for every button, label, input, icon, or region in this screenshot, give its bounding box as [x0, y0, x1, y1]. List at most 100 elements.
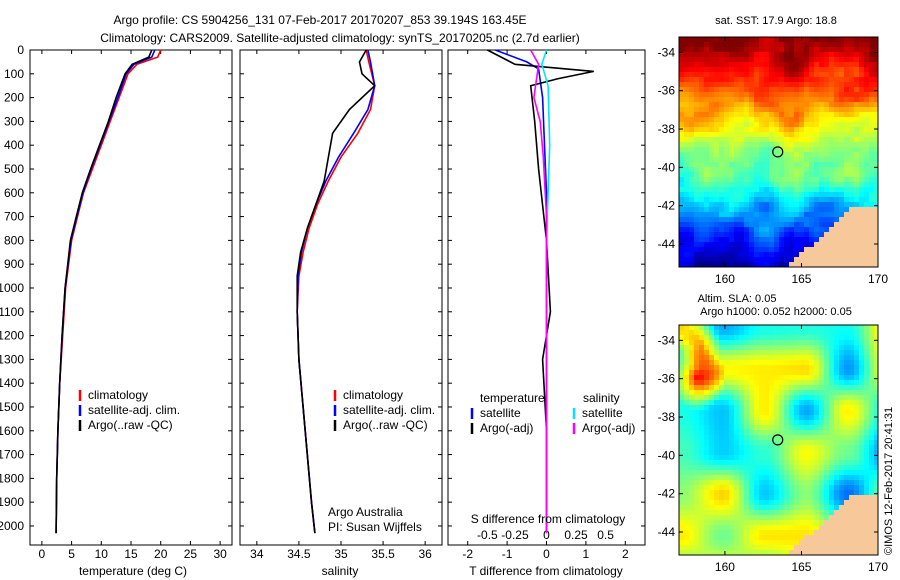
map-cell [839, 47, 844, 52]
map-cell [679, 500, 684, 505]
map-cell [784, 435, 789, 440]
map-cell [739, 227, 744, 232]
map-cell [694, 340, 699, 345]
map-cell [759, 157, 764, 162]
map-cell [714, 107, 719, 112]
map-cell [749, 197, 754, 202]
map-cell [704, 257, 709, 262]
map-cell [699, 42, 704, 47]
map-cell [779, 127, 784, 132]
map-cell [724, 252, 729, 257]
map-cell [849, 192, 854, 197]
map-cell [809, 350, 814, 355]
map-cell [809, 490, 814, 495]
map-cell [814, 330, 819, 335]
map-cell [739, 202, 744, 207]
map-cell [779, 530, 784, 535]
map-cell [854, 520, 859, 525]
map-cell [729, 142, 734, 147]
map-cell [794, 330, 799, 335]
map-cell [799, 252, 804, 257]
map-cell [734, 107, 739, 112]
map-cell [754, 247, 759, 252]
map-cell [764, 47, 769, 52]
map-cell [869, 500, 874, 505]
map-cell [739, 237, 744, 242]
map-cell [804, 355, 809, 360]
map-cell [679, 465, 684, 470]
map-cell [754, 202, 759, 207]
map-cell [759, 325, 764, 330]
map-cell [824, 495, 829, 500]
map-cell [689, 67, 694, 72]
map-cell [829, 212, 834, 217]
map-cell [799, 157, 804, 162]
map-cell [839, 87, 844, 92]
map-cell [749, 247, 754, 252]
map-cell [774, 420, 779, 425]
map-cell [729, 385, 734, 390]
map-cell [679, 237, 684, 242]
map-cell [694, 172, 699, 177]
map-cell [769, 127, 774, 132]
map-cell [694, 112, 699, 117]
map-cell [859, 167, 864, 172]
map-cell [834, 47, 839, 52]
map-cell [859, 127, 864, 132]
map-cell [864, 72, 869, 77]
map-cell [869, 192, 874, 197]
map-cell [749, 325, 754, 330]
map-cell [834, 77, 839, 82]
map-cell [809, 52, 814, 57]
map-cell [759, 425, 764, 430]
map-cell [714, 72, 719, 77]
map-cell [744, 405, 749, 410]
map-cell [789, 222, 794, 227]
map-cell [749, 450, 754, 455]
map-cell [759, 137, 764, 142]
map-cell [869, 62, 874, 67]
map-cell [779, 550, 784, 555]
map-cell [709, 172, 714, 177]
map-cell [809, 62, 814, 67]
map-cell [749, 385, 754, 390]
map-cell [729, 445, 734, 450]
map-cell [874, 52, 878, 57]
map-cell [719, 117, 724, 122]
map-cell [799, 207, 804, 212]
map-cell [829, 445, 834, 450]
map-cell [699, 222, 704, 227]
map-cell [849, 485, 854, 490]
map-cell [799, 77, 804, 82]
map-cell [719, 540, 724, 545]
map-cell [694, 137, 699, 142]
y-tick-label: 200 [4, 91, 24, 105]
map-cell [709, 252, 714, 257]
map-cell [814, 117, 819, 122]
map-cell [839, 72, 844, 77]
map-cell [739, 232, 744, 237]
map-cell [754, 257, 759, 262]
map-cell [864, 82, 869, 87]
map-cell [744, 385, 749, 390]
map-cell [734, 172, 739, 177]
map-cell [744, 540, 749, 545]
map-cell [719, 102, 724, 107]
map-cell [679, 92, 684, 97]
map-cell [704, 435, 709, 440]
map-cell [844, 435, 849, 440]
map-cell [829, 370, 834, 375]
map-cell [774, 172, 779, 177]
map-cell [804, 340, 809, 345]
map-cell [849, 510, 854, 515]
map-cell [839, 355, 844, 360]
map-cell [864, 430, 869, 435]
map-cell [759, 465, 764, 470]
map-cell [769, 47, 774, 52]
map-cell [859, 535, 864, 540]
map-cell [804, 495, 809, 500]
map-cell [724, 222, 729, 227]
y-tick-label: -40 [658, 160, 676, 174]
map-cell [824, 365, 829, 370]
